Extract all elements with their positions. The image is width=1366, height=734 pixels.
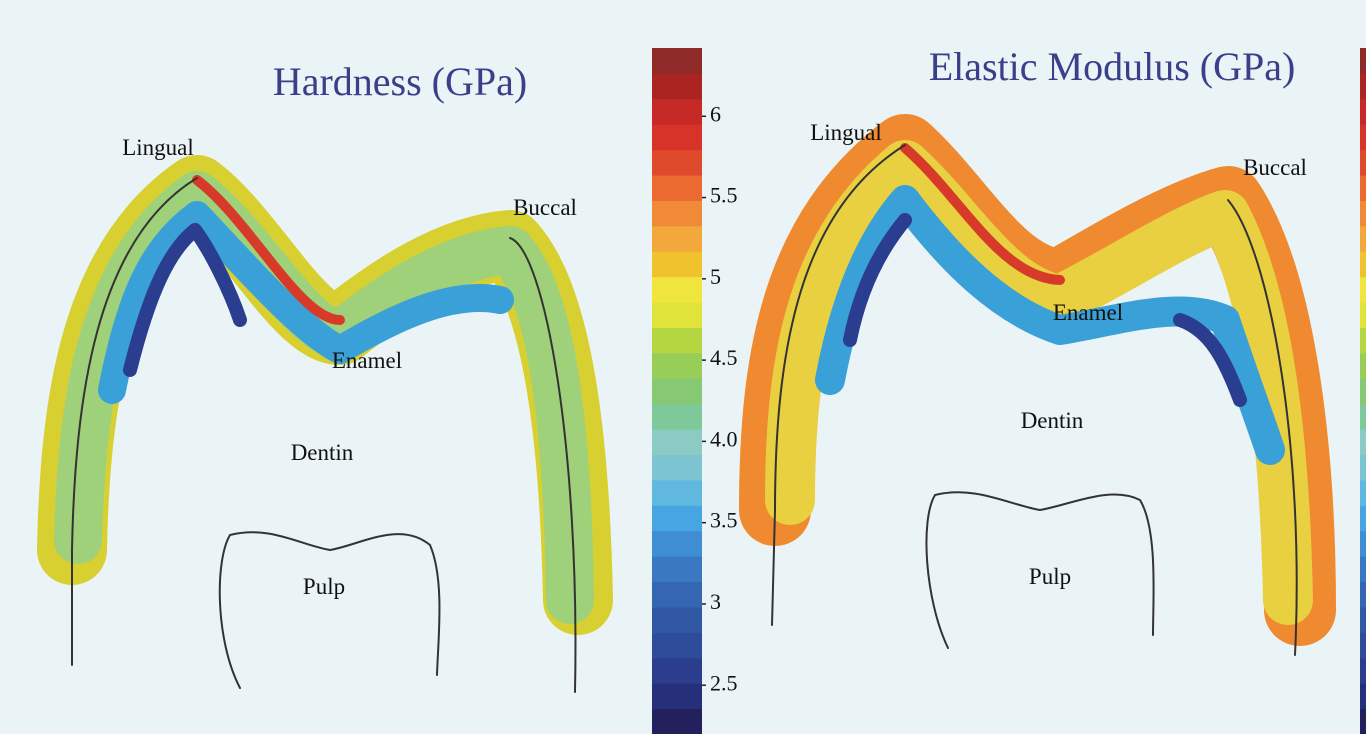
colorbar-tick-label: 6 [710,101,721,126]
colorbar-band [652,48,702,74]
colorbar-band [652,175,702,201]
colorbar-band [652,632,702,658]
colorbar-band [652,353,702,379]
lingual-label: Lingual [122,135,194,160]
colorbar-tick-label: 4.0 [710,426,738,451]
lingual-label: Lingual [810,120,882,145]
colorbar-band [652,150,702,176]
enamel-label: Enamel [332,348,402,373]
colorbar-band [1360,124,1366,150]
colorbar-band [1360,429,1366,455]
figure: 2.5 3 3.5 4.0 4.5 5 5.5 6 Hardness (GPa) Lingual… [0,0,1366,734]
colorbar-band [1360,73,1366,99]
colorbar-band [1360,582,1366,608]
colorbar-band [652,200,702,226]
colorbar-band [652,378,702,404]
colorbar-band [652,226,702,252]
colorbar-band [652,124,702,150]
colorbar-band [1360,302,1366,328]
panel-title: Hardness (GPa) [273,59,527,104]
colorbar-band [652,99,702,125]
colorbar-band [652,429,702,455]
colorbar-band [1360,709,1366,734]
colorbar-band [652,251,702,277]
colorbar-band [1360,200,1366,226]
colorbar-band [652,709,702,734]
buccal-label: Buccal [513,195,577,220]
colorbar-partial [1360,48,1366,734]
colorbar-band [1360,658,1366,684]
colorbar-band [652,73,702,99]
pulp-label: Pulp [1029,564,1071,589]
colorbar-band [1360,505,1366,531]
colorbar-band [1360,632,1366,658]
colorbar-band [652,582,702,608]
colorbar-tick-label: 3 [710,589,721,614]
pulp-label: Pulp [303,574,345,599]
colorbar-band [1360,455,1366,481]
colorbar-band [1360,531,1366,557]
buccal-label: Buccal [1243,155,1307,180]
colorbar-band [652,277,702,303]
colorbar-band [652,607,702,633]
colorbar-tick-label: 5 [710,264,721,289]
colorbar-band [1360,226,1366,252]
colorbar-band [1360,404,1366,430]
colorbar-tick-label: 2.5 [710,670,738,695]
colorbar-band [1360,327,1366,353]
colorbar-band [652,556,702,582]
colorbar-band [1360,607,1366,633]
colorbar-tick-label: 3.5 [710,508,738,533]
dentin-label: Dentin [291,440,354,465]
colorbar-band [1360,251,1366,277]
colorbar-band [1360,48,1366,74]
colorbar-band [1360,480,1366,506]
colorbar-band [652,302,702,328]
colorbar-band [652,480,702,506]
dentin-label: Dentin [1021,408,1084,433]
colorbar-band [652,658,702,684]
colorbar-band [652,683,702,709]
colorbar-band [1360,99,1366,125]
colorbar-band [652,327,702,353]
colorbar-band [1360,683,1366,709]
colorbar-band [1360,353,1366,379]
enamel-label: Enamel [1053,300,1123,325]
colorbar-band [652,531,702,557]
colorbar-band [652,505,702,531]
colorbar-band [652,455,702,481]
colorbar-band [1360,277,1366,303]
colorbar-band [1360,378,1366,404]
colorbar-band [652,404,702,430]
colorbar-tick-label: 5.5 [710,183,738,208]
panel-title: Elastic Modulus (GPa) [929,44,1296,89]
colorbar-band [1360,175,1366,201]
colorbar-band [1360,150,1366,176]
page: 2.5 3 3.5 4.0 4.5 5 5.5 6 Hardness (GPa) Lingual… [0,0,1366,734]
colorbar-band [1360,556,1366,582]
colorbar-tick-label: 4.5 [710,345,738,370]
